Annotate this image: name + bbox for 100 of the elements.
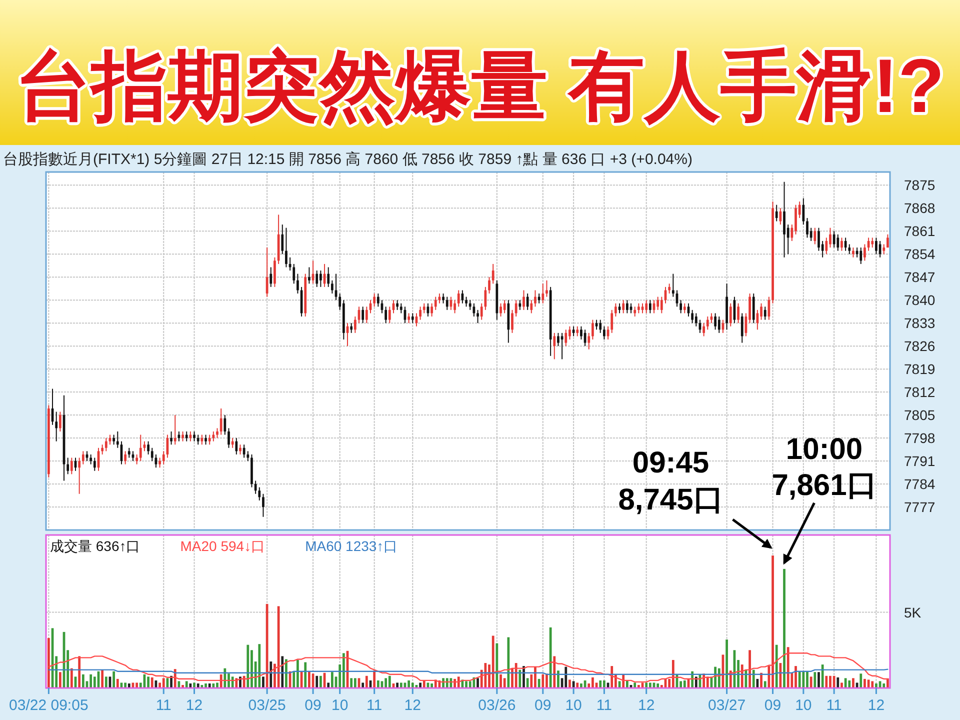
bar: [396, 682, 399, 688]
bar: [189, 683, 192, 688]
bar: [683, 680, 686, 688]
bar: [748, 650, 751, 688]
bar: [116, 678, 119, 688]
bar: [316, 676, 318, 688]
y-tick-label: 7875: [904, 177, 936, 194]
bar: [553, 656, 556, 688]
bar: [783, 568, 786, 688]
bar: [258, 644, 261, 688]
bar: [242, 676, 246, 688]
bar: [634, 682, 636, 688]
bar: [802, 671, 805, 688]
x-tick-label: 10: [332, 697, 348, 714]
y-tick-label: 7833: [904, 315, 936, 332]
bar: [829, 676, 832, 688]
bar: [281, 656, 284, 688]
bar: [124, 682, 126, 688]
bar: [208, 683, 211, 688]
value-label: 10:00 7,861口: [772, 432, 877, 565]
bar: [331, 672, 334, 688]
bar: [90, 674, 92, 688]
bar: [860, 674, 862, 688]
bar: [852, 678, 854, 688]
x-tick-label: 11: [826, 697, 842, 714]
x-tick-label: 03/22 09:05: [9, 697, 88, 714]
bar: [492, 636, 494, 688]
bar: [262, 676, 264, 688]
bar: [626, 680, 628, 688]
x-tick-label: 10: [565, 697, 582, 714]
bar: [220, 674, 222, 688]
bar: [814, 672, 816, 688]
bar: [362, 682, 364, 688]
bar: [104, 676, 108, 688]
bar: [694, 676, 698, 688]
y-tick-label: 7840: [904, 292, 936, 308]
x-tick-label: 11: [156, 697, 172, 714]
bar: [603, 680, 606, 688]
legend: 成交量 636↑口 MA20 594↓口 MA60 1233↑口: [50, 538, 398, 554]
bar: [193, 682, 196, 688]
bar: [419, 682, 422, 688]
chart-subtitle: 台股指數近月(FITX*1) 5分鐘圖 27日 12:15 開 7856 高 7860 低 7856 收 7859 ↑點 量 636 口 +3 (+0.04%): [3, 151, 692, 168]
value-label: 09:45 8,745口: [618, 446, 772, 549]
bar: [354, 678, 356, 688]
bar: [270, 661, 272, 688]
bar: [610, 666, 614, 688]
bar: [162, 678, 165, 688]
x-tick-label: 11: [366, 697, 382, 714]
bar: [645, 682, 648, 688]
bar: [446, 678, 448, 688]
bar: [760, 672, 762, 688]
bar: [246, 644, 250, 688]
bar: [224, 668, 226, 688]
y-tick-label: 7819: [904, 361, 936, 378]
bar: [832, 676, 836, 688]
bar: [580, 683, 582, 688]
bar: [599, 680, 602, 688]
bar: [212, 683, 215, 688]
bar: [70, 668, 73, 688]
bar: [798, 671, 801, 688]
bar: [128, 683, 130, 688]
bar: [170, 676, 172, 688]
bar: [538, 678, 540, 688]
bar: [592, 677, 594, 688]
bar: [112, 671, 115, 688]
bar: [400, 682, 402, 688]
bar: [726, 640, 728, 688]
bar: [882, 683, 886, 688]
bar: [810, 676, 812, 688]
bar: [365, 676, 368, 688]
bar: [546, 674, 548, 688]
y-tick-label: 7868: [904, 200, 936, 216]
bar: [779, 663, 782, 688]
bar: [526, 678, 529, 688]
bar: [476, 678, 479, 688]
x-tick-label: 09: [534, 697, 552, 714]
bar: [342, 653, 345, 688]
y-tick-label: 7847: [904, 269, 936, 286]
bar: [411, 682, 414, 688]
x-tick-label: 03/26: [478, 697, 516, 714]
bar: [82, 674, 84, 688]
data-label: 09:45 8,745口: [618, 446, 724, 517]
bar: [465, 681, 468, 688]
x-tick-label: 12: [186, 697, 203, 714]
bar: [442, 678, 444, 688]
x-tick-label: 09: [304, 697, 322, 714]
y-tick-label: 7805: [904, 407, 936, 424]
bar: [496, 643, 498, 688]
x-tick-label: 12: [868, 697, 885, 714]
bar: [522, 666, 525, 688]
bar: [500, 674, 502, 688]
y-tick-label: 7798: [904, 430, 936, 446]
bar: [196, 683, 200, 688]
bar: [204, 683, 207, 688]
data-label: 10:00 7,861口: [772, 432, 877, 502]
bar: [384, 678, 388, 688]
bar: [794, 666, 797, 688]
bar: [672, 660, 674, 688]
bar: [47, 638, 50, 688]
bar: [840, 682, 843, 688]
